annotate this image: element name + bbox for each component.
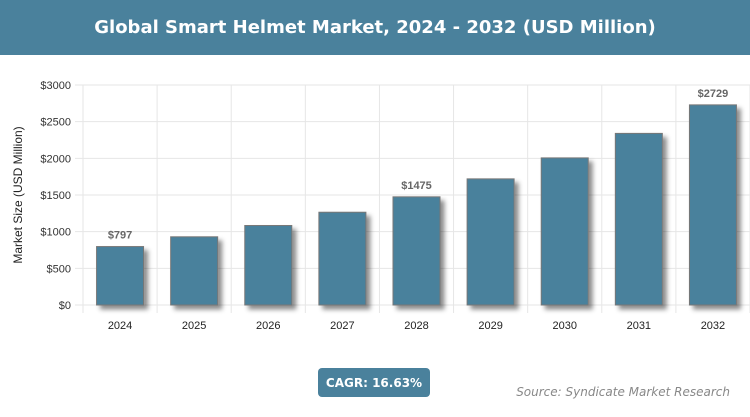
y-tick-label: $2000 xyxy=(40,153,71,165)
data-label: $797 xyxy=(108,230,132,242)
x-tick-label: 2024 xyxy=(108,320,132,332)
x-tick-label: 2026 xyxy=(256,320,280,332)
x-tick-label: 2031 xyxy=(627,320,651,332)
y-tick-label: $1500 xyxy=(40,190,71,202)
x-tick-label: 2029 xyxy=(478,320,502,332)
x-tick-label: 2028 xyxy=(404,320,428,332)
x-tick-label: 2032 xyxy=(701,320,725,332)
y-tick-label: $3000 xyxy=(40,80,71,92)
bar-2026 xyxy=(244,225,293,306)
bar-2025 xyxy=(170,236,219,306)
x-tick-label: 2030 xyxy=(552,320,576,332)
y-tick-label: $1000 xyxy=(40,227,71,239)
bar-2028 xyxy=(392,196,441,306)
bar-2029 xyxy=(466,178,515,306)
y-tick-label: $0 xyxy=(59,300,71,312)
data-label: $2729 xyxy=(698,88,729,100)
cagr-badge: CAGR: 16.63% xyxy=(318,368,430,397)
data-label: $1475 xyxy=(401,180,432,192)
bar-2031 xyxy=(614,132,663,306)
x-tick-label: 2025 xyxy=(182,320,206,332)
bar-2032 xyxy=(688,104,737,306)
source-note: Source: Syndicate Market Research xyxy=(516,385,730,399)
y-axis-label: Market Size (USD Million) xyxy=(11,126,25,263)
bar-2027 xyxy=(318,211,367,306)
bar-2030 xyxy=(540,157,589,306)
y-tick-label: $500 xyxy=(47,263,71,275)
chart-title: Global Smart Helmet Market, 2024 - 2032 … xyxy=(0,0,750,55)
x-tick-label: 2027 xyxy=(330,320,354,332)
bar-2024 xyxy=(96,246,145,306)
y-tick-label: $2500 xyxy=(40,117,71,129)
